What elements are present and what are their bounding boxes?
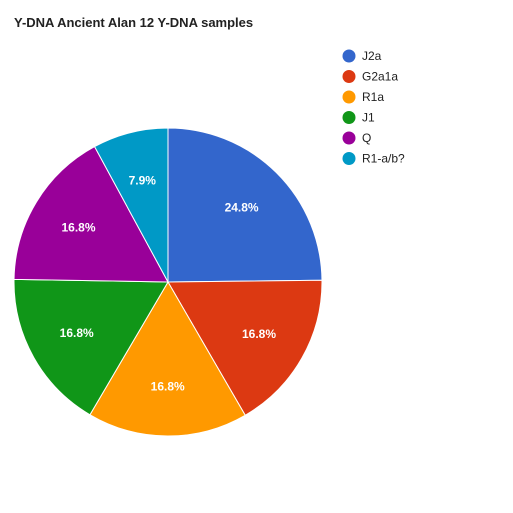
slice-label: 24.8% [225,201,259,215]
slice-labels: 24.8% 16.8% 16.8% 16.8% 16.8% 7.9% [60,174,277,394]
legend-swatch [342,90,356,104]
legend-swatch [342,70,356,83]
slice-label: 16.8% [60,326,94,340]
legend-swatch [342,152,356,165]
pie-slice-q[interactable] [13,145,169,283]
slice-label: 7.9% [129,174,157,188]
legend-swatch [342,111,356,124]
slice-label: 16.8% [242,327,276,341]
pie-slice-g2a1a[interactable] [167,279,323,416]
pie-slice-r1a[interactable] [89,281,246,437]
legend: J2a G2a1a R1a J1 Q R1-a/b? [342,49,405,166]
slice-label: 16.8% [151,380,185,394]
chart-title: Y-DNA Ancient Alan 12 Y-DNA samples [14,15,253,30]
legend-label[interactable]: R1-a/b? [362,152,405,166]
pie-slice-r1-a-b[interactable] [93,127,169,283]
legend-swatch [342,131,356,145]
pie-slice-j1[interactable] [13,278,169,416]
legend-label[interactable]: Q [362,131,371,145]
legend-label[interactable]: J2a [362,49,382,63]
legend-label[interactable]: G2a1a [362,70,398,84]
legend-label[interactable]: J1 [362,111,375,125]
legend-swatch [342,49,356,63]
pie-slice-j2a[interactable] [167,127,323,283]
slice-label: 16.8% [61,221,95,235]
pie-slices [13,127,323,437]
legend-label[interactable]: R1a [362,90,384,104]
